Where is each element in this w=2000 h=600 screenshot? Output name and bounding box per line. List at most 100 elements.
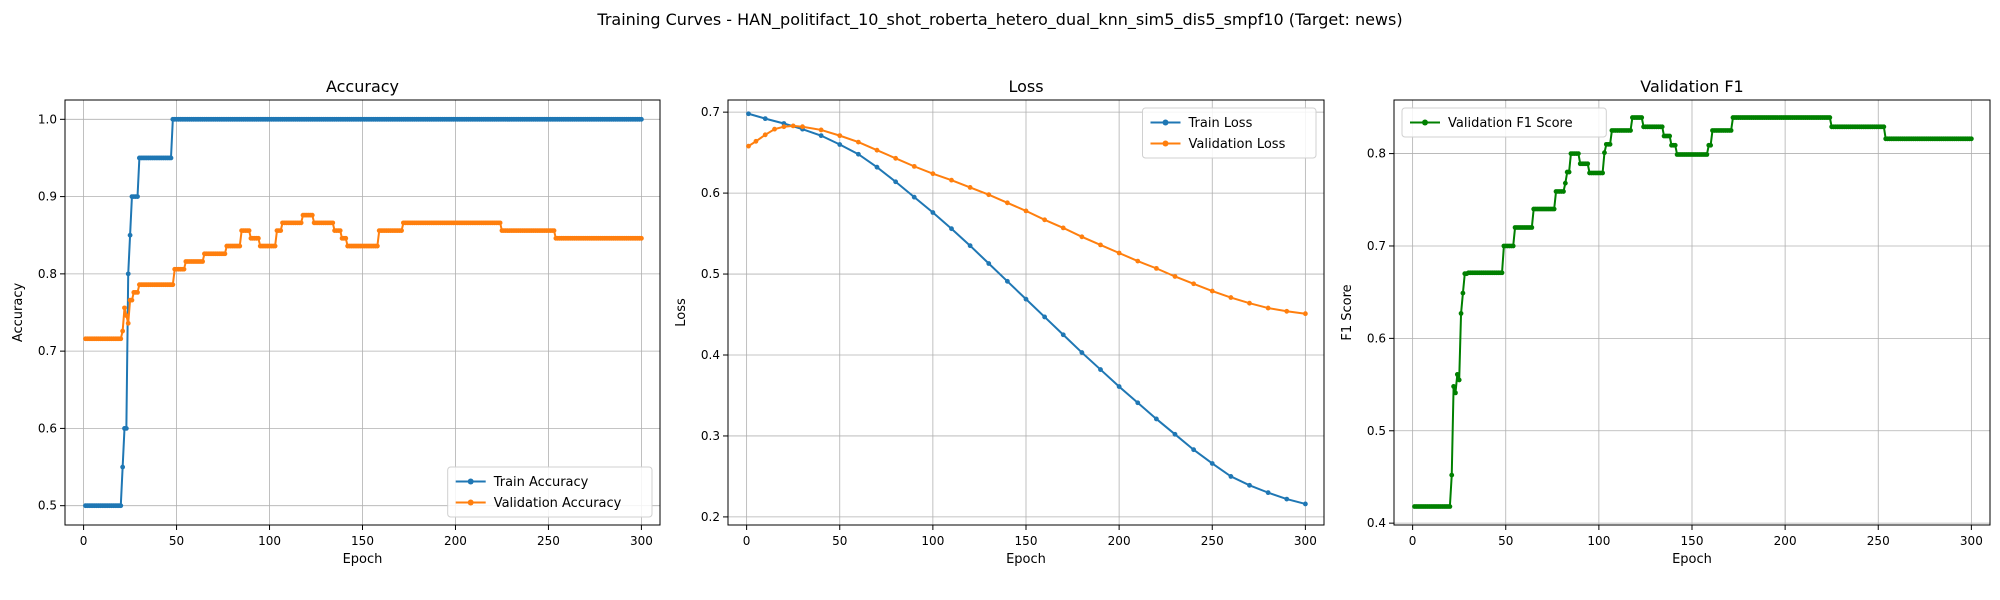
loss-xtick-label-2: 100 xyxy=(921,534,944,548)
loss-ytick-label-2: 0.4 xyxy=(701,348,720,362)
loss-point-0-16 xyxy=(1042,314,1048,320)
f1-point-0-170 xyxy=(1728,128,1734,133)
loss-point-1-29 xyxy=(1228,295,1234,300)
loss-point-0-14 xyxy=(1004,278,1010,284)
f1-point-0-75 xyxy=(1551,206,1557,212)
accuracy-point-1-133 xyxy=(330,220,336,226)
loss-point-1-9 xyxy=(855,139,861,145)
loss-xtick-label-1: 50 xyxy=(832,534,847,548)
f1-panel: 0 50 100 150 200 250 300 0.4 0.5 0.6 0.7 0.8 Validat… xyxy=(1340,77,1991,567)
loss-point-1-15 xyxy=(967,185,973,190)
accuracy-point-0-22 xyxy=(123,426,129,431)
loss-point-0-22 xyxy=(1153,416,1159,422)
accuracy-series-markers-0 xyxy=(83,116,644,509)
loss-point-1-25 xyxy=(1153,265,1159,271)
accuracy-ytick-label-4: 0.9 xyxy=(38,190,57,204)
loss-xlabel: Epoch xyxy=(1006,552,1046,567)
accuracy-point-1-22 xyxy=(123,313,129,318)
accuracy-point-1-23 xyxy=(125,320,131,326)
loss-legend-marker-1 xyxy=(1162,140,1169,147)
accuracy-point-1-20 xyxy=(120,328,126,334)
f1-point-0-159 xyxy=(1708,142,1714,148)
f1-point-0-22 xyxy=(1453,390,1458,396)
loss-point-0-15 xyxy=(1023,296,1029,302)
accuracy-xtick-label-4: 200 xyxy=(444,534,467,548)
loss-point-1-21 xyxy=(1079,234,1085,240)
loss-point-0-24 xyxy=(1191,447,1197,453)
loss-xtick-label-4: 200 xyxy=(1108,534,1131,548)
accuracy-ytick-label-0: 0.5 xyxy=(38,499,57,513)
f1-point-0-140 xyxy=(1672,142,1678,148)
loss-ytick-label-5: 0.7 xyxy=(701,105,720,119)
f1-point-0-157 xyxy=(1704,152,1710,157)
accuracy-xtick-label-1: 50 xyxy=(169,534,184,548)
loss-point-1-12 xyxy=(911,163,917,169)
accuracy-point-1-170 xyxy=(399,228,404,233)
f1-point-0-80 xyxy=(1561,189,1566,194)
loss-series-markers-0 xyxy=(746,111,1308,507)
f1-point-0-19 xyxy=(1447,504,1453,509)
loss-point-1-32 xyxy=(1284,308,1290,314)
loss-point-0-7 xyxy=(874,164,880,170)
loss-point-0-27 xyxy=(1247,482,1252,488)
loss-point-0-18 xyxy=(1079,350,1085,355)
accuracy-xtick-label-0: 0 xyxy=(80,534,88,548)
accuracy-legend-label-1: Validation Accuracy xyxy=(494,496,622,511)
loss-point-1-8 xyxy=(837,133,843,139)
accuracy-point-1-93 xyxy=(255,235,261,241)
loss-point-1-1 xyxy=(753,138,759,144)
loss-point-0-9 xyxy=(911,194,917,200)
loss-xtick-label-0: 0 xyxy=(743,534,751,548)
accuracy-point-1-53 xyxy=(181,266,187,272)
accuracy-point-1-223 xyxy=(497,220,503,226)
accuracy-panel: 0 50 100 150 200 250 300 0.5 0.6 0.7 0.8 0.9 1.0 Accu… xyxy=(11,77,661,567)
loss-point-1-6 xyxy=(800,124,805,130)
f1-ytick-label-3: 0.7 xyxy=(1367,239,1386,253)
accuracy-point-1-28 xyxy=(135,290,140,295)
accuracy-xtick-label-6: 300 xyxy=(630,534,653,548)
accuracy-legend-box xyxy=(447,466,653,518)
loss-point-1-28 xyxy=(1209,288,1215,294)
loss-ytick-label-0: 0.2 xyxy=(701,510,720,524)
loss-point-1-4 xyxy=(781,124,787,130)
loss-legend-label-1: Validation Loss xyxy=(1189,137,1286,152)
loss-point-1-26 xyxy=(1172,274,1178,279)
f1-point-0-63 xyxy=(1529,225,1535,230)
loss-point-0-19 xyxy=(1098,367,1103,372)
accuracy-point-1-299 xyxy=(639,235,644,241)
loss-point-0-26 xyxy=(1228,474,1234,479)
f1-xtick-label-5: 250 xyxy=(1867,534,1890,548)
f1-xtick-label-3: 150 xyxy=(1681,534,1704,548)
f1-xtick-label-2: 100 xyxy=(1587,534,1610,548)
f1-point-0-47 xyxy=(1499,270,1505,276)
accuracy-point-1-63 xyxy=(200,259,205,264)
accuracy-series-markers-1 xyxy=(83,212,644,342)
f1-series-line-0 xyxy=(1414,116,1972,508)
loss-point-0-10 xyxy=(930,210,936,215)
loss-point-1-17 xyxy=(1004,200,1010,206)
f1-point-0-81 xyxy=(1562,180,1568,186)
loss-point-1-7 xyxy=(818,127,824,133)
accuracy-point-1-140 xyxy=(343,235,349,241)
loss-point-0-30 xyxy=(1302,501,1308,507)
f1-ylabel: F1 Score xyxy=(1340,284,1355,340)
f1-point-0-25 xyxy=(1458,311,1464,316)
f1-xtick-label-0: 0 xyxy=(1409,534,1417,548)
f1-point-0-21 xyxy=(1451,384,1456,389)
loss-xtick-label-3: 150 xyxy=(1015,534,1038,548)
loss-point-1-5 xyxy=(790,123,796,129)
loss-point-1-24 xyxy=(1135,258,1141,264)
loss-point-1-30 xyxy=(1247,300,1252,306)
loss-point-0-29 xyxy=(1284,496,1290,502)
f1-point-0-137 xyxy=(1667,133,1673,139)
f1-point-0-53 xyxy=(1510,243,1516,249)
f1-point-0-88 xyxy=(1575,151,1581,156)
f1-point-0-133 xyxy=(1659,124,1665,130)
loss-point-0-6 xyxy=(855,151,861,157)
accuracy-point-0-19 xyxy=(118,503,124,509)
loss-point-1-0 xyxy=(746,143,751,149)
accuracy-point-1-252 xyxy=(551,228,557,233)
accuracy-point-1-47 xyxy=(170,282,176,288)
accuracy-point-0-46 xyxy=(168,155,174,161)
loss-ytick-label-1: 0.3 xyxy=(701,429,720,443)
